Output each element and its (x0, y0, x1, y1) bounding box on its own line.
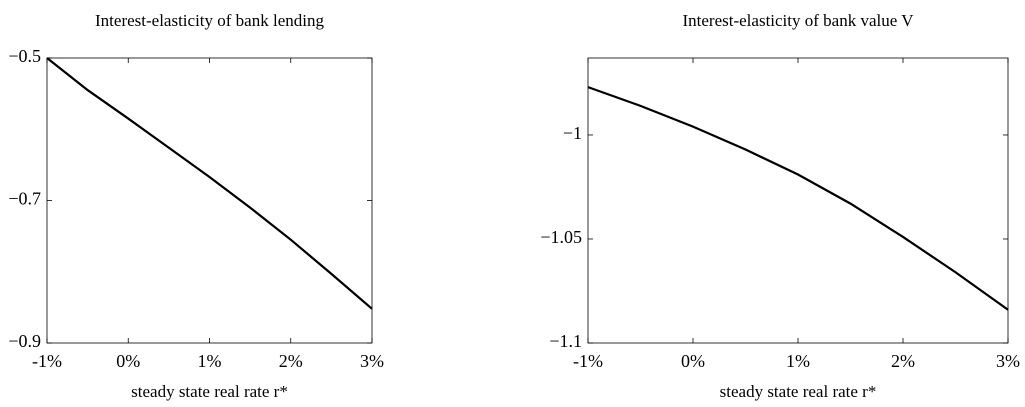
x-tick-label: 3% (996, 351, 1020, 371)
x-tick-label: -1% (573, 351, 603, 371)
x-tick-label: -1% (32, 351, 62, 371)
plot-frame (46, 57, 373, 344)
y-tick-label: −0.7 (8, 189, 41, 209)
data-line (46, 57, 373, 310)
x-tick-label: 2% (891, 351, 915, 371)
x-tick-label: 0% (681, 351, 705, 371)
y-tick-label: −1.05 (540, 227, 582, 247)
data-line (587, 86, 1009, 311)
x-axis-label: steady state real rate r* (720, 382, 877, 401)
chart-title: Interest-elasticity of bank value V (683, 11, 915, 30)
x-tick-label: 3% (360, 351, 384, 371)
y-tick-label: −0.5 (8, 46, 41, 66)
x-tick-label: 1% (198, 351, 222, 371)
y-tick-label: −1.1 (549, 331, 582, 351)
y-tick-label: −0.9 (8, 331, 41, 351)
x-tick-label: 2% (279, 351, 303, 371)
plot-frame (587, 57, 1009, 344)
x-axis-label: steady state real rate r* (131, 382, 288, 401)
x-tick-label: 1% (786, 351, 810, 371)
chart-title: Interest-elasticity of bank lending (95, 11, 324, 30)
y-tick-label: −1 (563, 123, 582, 143)
x-tick-label: 0% (116, 351, 140, 371)
